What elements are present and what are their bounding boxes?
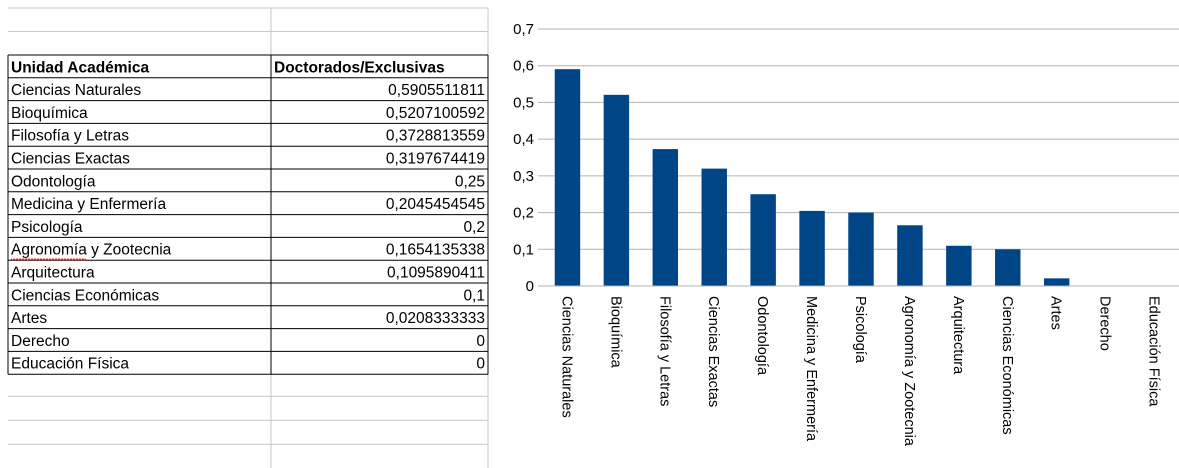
- bar-chart: 0 0,1 0,2 0,3 0,4 0,5 0,6 0,7 Ciencias Naturale…: [513, 21, 1179, 447]
- table-cell-unit[interactable]: Ciencias Exactas: [11, 151, 130, 168]
- table-cell-unit[interactable]: Ciencias Económicas: [11, 287, 159, 304]
- table-cell-value[interactable]: 0,1654135338: [386, 242, 485, 259]
- bar: [652, 149, 679, 286]
- table-cell-value[interactable]: 0,2: [463, 219, 485, 236]
- x-tick-label: Filosofía y Letras: [656, 296, 672, 406]
- table-cell-unit[interactable]: Bioquímica: [11, 105, 88, 122]
- y-tick-label: 0,6: [513, 58, 534, 75]
- table-cell-value[interactable]: 0,1095890411: [387, 265, 485, 282]
- sheet-gridlines: [8, 7, 489, 468]
- table-cell-value[interactable]: 0,3197674419: [386, 151, 485, 168]
- table-cell-unit[interactable]: Agronomía y Zootecnia: [11, 242, 172, 259]
- bar: [946, 245, 972, 286]
- table-cell-unit[interactable]: Psicología: [11, 219, 83, 236]
- table-cell-unit[interactable]: Artes: [11, 310, 47, 327]
- table-cell-value[interactable]: 0,0208333333: [386, 310, 485, 327]
- table-cell-value[interactable]: 0,5207100592: [386, 105, 485, 122]
- x-tick-label: Ciencias Económicas: [999, 296, 1015, 435]
- y-tick-label: 0,1: [513, 241, 534, 258]
- table-cell-unit[interactable]: Odontología: [11, 173, 96, 190]
- table-cell-unit[interactable]: Derecho: [11, 333, 70, 350]
- bar: [750, 194, 776, 286]
- header-unidad-academica[interactable]: Unidad Académica: [11, 59, 149, 76]
- bar: [1043, 278, 1070, 286]
- table-cell-unit[interactable]: Ciencias Naturales: [11, 82, 141, 99]
- table-cell-value[interactable]: 0: [476, 333, 485, 350]
- table-cell-value[interactable]: 0,3728813559: [386, 128, 485, 145]
- data-table: Unidad Académica Doctorados/Exclusivas Cie…: [7, 54, 489, 375]
- table-cell-unit[interactable]: Medicina y Enfermería: [11, 196, 166, 213]
- x-tick-label: Psicología: [852, 296, 868, 364]
- y-tick-label: 0,2: [513, 205, 534, 222]
- x-tick-label: Ciencias Exactas: [705, 296, 721, 407]
- bar: [701, 168, 727, 286]
- x-axis-tick-labels: Ciencias Naturales Bioquímica Filosofía y …: [558, 296, 1161, 447]
- table-cell-unit[interactable]: Educación Física: [11, 356, 129, 373]
- table-cell-unit[interactable]: Arquitectura: [11, 265, 95, 282]
- bar: [603, 94, 630, 287]
- x-tick-label: Educación Física: [1146, 296, 1162, 407]
- table-cell-value[interactable]: 0,1: [463, 287, 485, 304]
- table-cell-unit[interactable]: Filosofía y Letras: [11, 128, 129, 145]
- y-axis-tick-labels: 0 0,1 0,2 0,3 0,4 0,5 0,6 0,7: [513, 21, 534, 295]
- bar: [848, 212, 874, 286]
- y-tick-label: 0,3: [513, 168, 534, 185]
- bar: [799, 210, 825, 286]
- x-tick-label: Bioquímica: [607, 296, 623, 369]
- x-tick-label: Artes: [1048, 296, 1064, 330]
- spellcheck-underline: [10, 257, 87, 262]
- x-tick-label: Odontología: [754, 296, 770, 376]
- y-tick-label: 0: [526, 278, 534, 295]
- bar: [995, 249, 1021, 286]
- x-tick-label: Medicina y Enfermería: [803, 296, 819, 442]
- bar: [897, 225, 923, 286]
- x-tick-label: Arquitectura: [950, 296, 966, 375]
- bar: [554, 69, 581, 286]
- x-tick-label: Ciencias Naturales: [558, 296, 574, 418]
- table-cell-value[interactable]: 0: [476, 356, 485, 373]
- table-cell-value[interactable]: 0,5905511811: [388, 82, 485, 99]
- y-tick-label: 0,7: [513, 21, 534, 38]
- chart-bars: [554, 69, 1070, 287]
- y-tick-label: 0,4: [513, 131, 534, 148]
- y-tick-label: 0,5: [513, 94, 534, 111]
- table-cell-value[interactable]: 0,2045454545: [386, 196, 485, 213]
- x-tick-label: Agronomía y Zootecnia: [901, 296, 917, 447]
- x-tick-label: Derecho: [1097, 296, 1113, 351]
- header-doctorados-exclusivas[interactable]: Doctorados/Exclusivas: [274, 59, 445, 76]
- table-cell-value[interactable]: 0,25: [455, 173, 485, 190]
